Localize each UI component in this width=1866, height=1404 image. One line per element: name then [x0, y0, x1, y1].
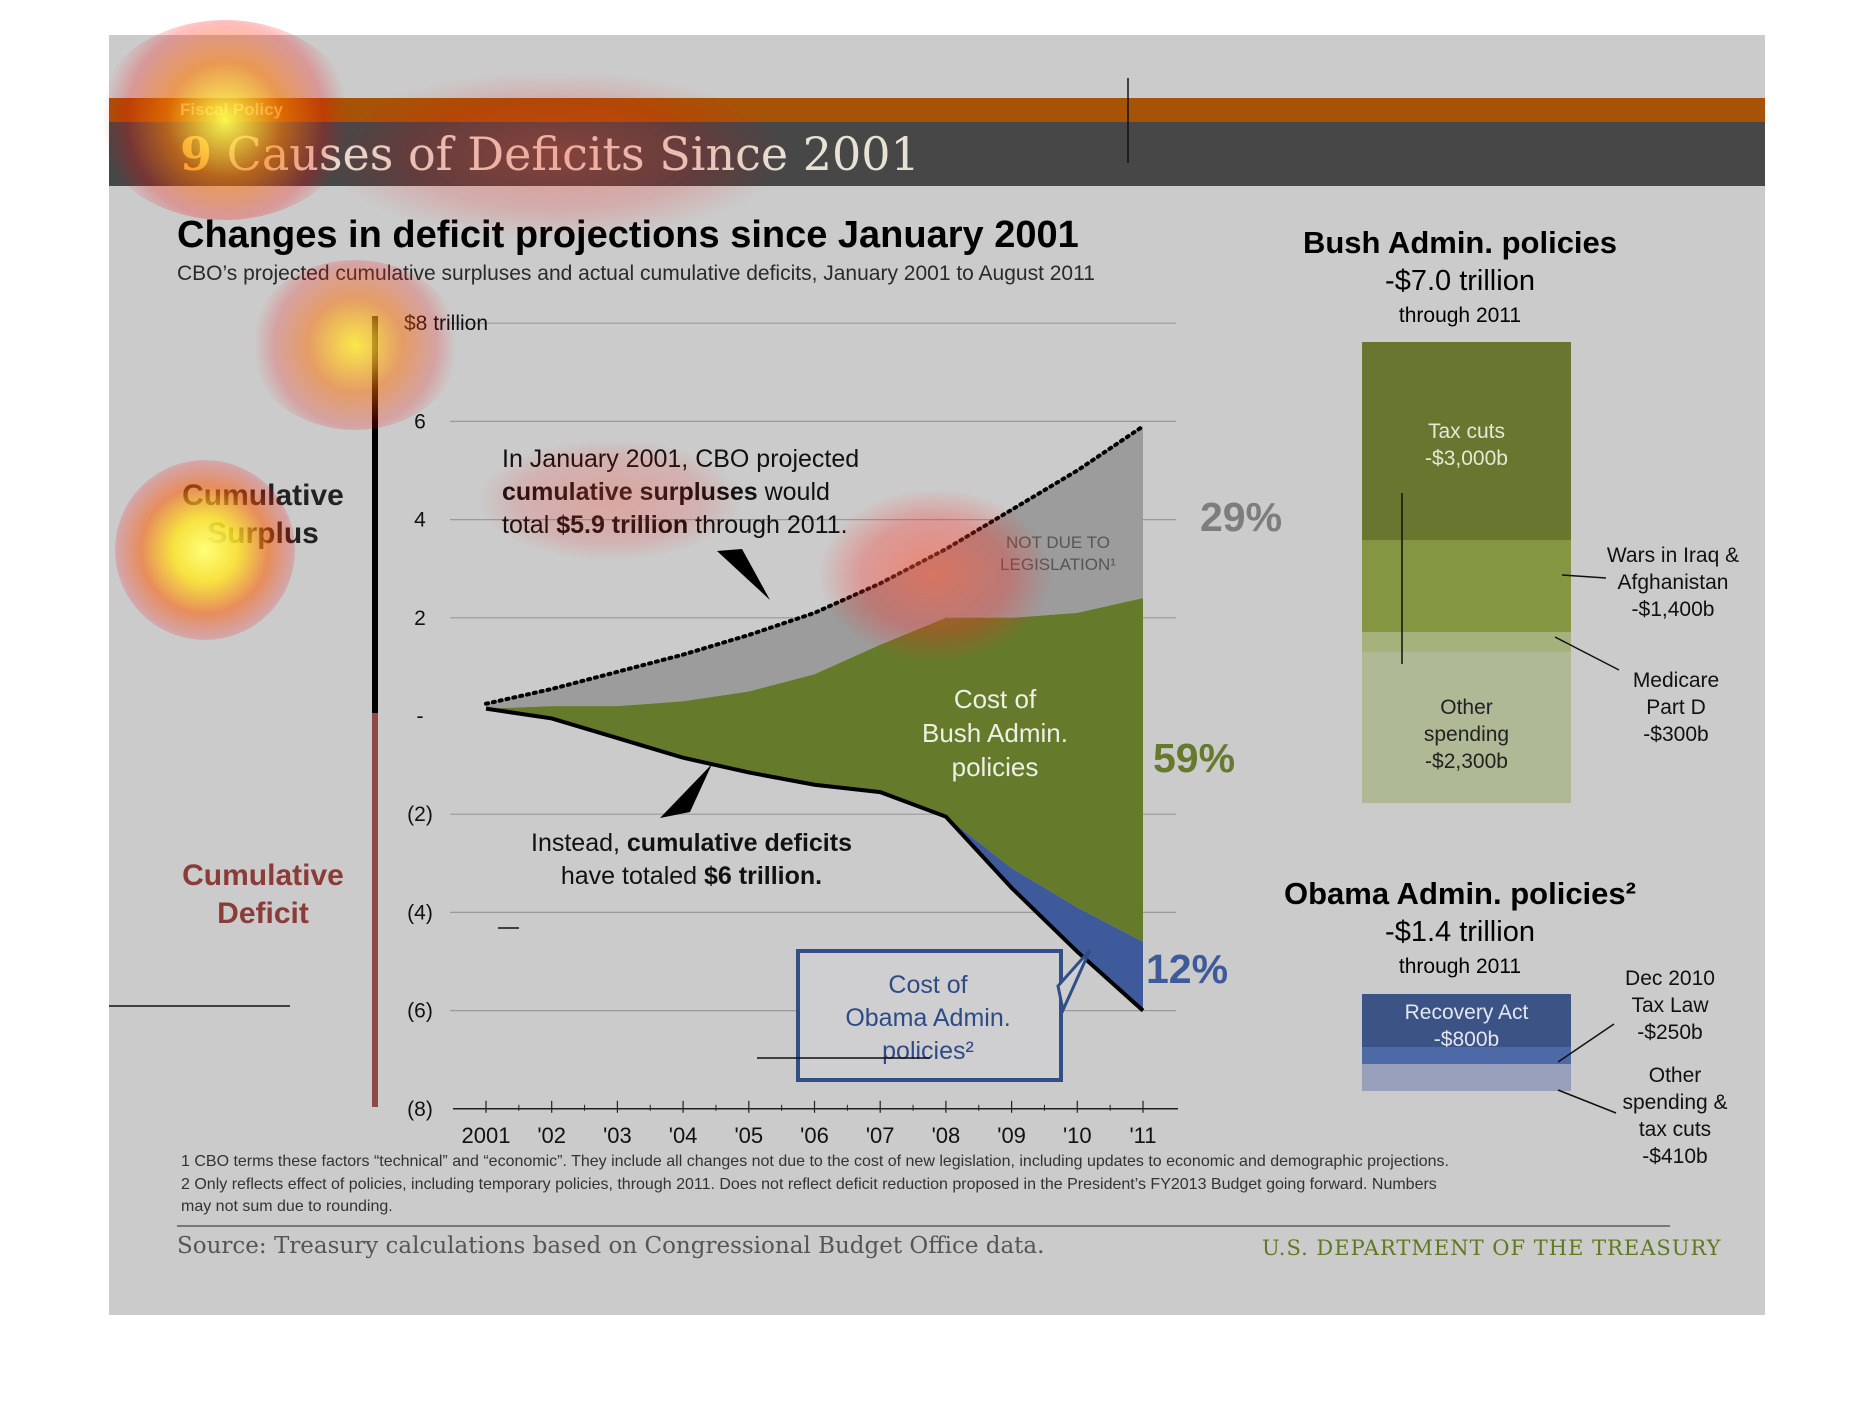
stack-segment-label: Other spending & tax cuts -$410b [1622, 1064, 1728, 1168]
footnote-2-continued: may not sum due to rounding. [181, 1198, 393, 1215]
x-tick-label: '08 [932, 1123, 961, 1148]
x-tick-label: '10 [1063, 1123, 1092, 1148]
bush-area-label: Cost of [954, 684, 1037, 714]
stack-segment [1362, 1047, 1571, 1064]
stack-segment-label: Wars in Iraq & Afghanistan -$1,400b [1606, 544, 1740, 621]
y-tick-label: 6 [414, 410, 426, 433]
callout-line: total $5.9 trillion through 2011. [502, 511, 848, 539]
actual-deficit-line [485, 706, 1145, 1013]
footer-rule [177, 1225, 1670, 1227]
not-due-label: LEGISLATION¹ [1000, 555, 1116, 574]
x-tick-label: '11 [1129, 1123, 1156, 1148]
bush-panel-period: through 2011 [1398, 304, 1522, 327]
footnote-1: 1 CBO terms these factors “technical” an… [181, 1153, 1449, 1170]
obama-panel-total: -$1.4 trillion [1385, 916, 1535, 948]
x-tick-label: '02 [537, 1123, 566, 1148]
y-tick-label: - [417, 705, 424, 728]
share-label-obama: 12% [1146, 946, 1228, 992]
bush-area-label: Bush Admin. [922, 718, 1068, 748]
stack-segment [1362, 1063, 1571, 1092]
bush-area-label: policies [952, 752, 1039, 782]
x-tick-label: '05 [734, 1123, 763, 1148]
x-tick-label: '03 [603, 1123, 632, 1148]
obama-box-pointer [1056, 949, 1092, 1015]
stack-segment [1362, 342, 1571, 540]
treasury-wordmark: U.S. DEPARTMENT OF THE TREASURY [1262, 1236, 1722, 1260]
y-tick-label: (4) [407, 901, 433, 924]
callout-line: have totaled $6 trillion. [560, 862, 823, 890]
share-label-not-due: 29% [1200, 494, 1282, 540]
y-tick-label: $8 trillion [404, 312, 488, 335]
y-tick-label: (8) [407, 1098, 433, 1121]
stack-segment-label: Other spending -$2,300b [1423, 695, 1510, 773]
callout-line: In January 2001, CBO projected [502, 445, 860, 473]
deficit-callout: Instead, cumulative deficits have totaled… [509, 827, 874, 893]
x-tick-label: '09 [997, 1123, 1026, 1148]
stack-segment-label: Recovery Act -$800b [1404, 1001, 1529, 1051]
obama-panel-title: Obama Admin. policies² [1284, 876, 1636, 911]
y-tick-label: 2 [414, 607, 426, 630]
surplus-callout: In January 2001, CBO projected cumulative… [502, 443, 859, 542]
x-tick-label: 2001 [462, 1123, 511, 1148]
stack-segment-label: Dec 2010 Tax Law -$250b [1625, 967, 1715, 1044]
not-due-label: NOT DUE TO [1006, 533, 1110, 552]
obama-box-label: Cost of [888, 971, 967, 999]
y-tick-label: (6) [407, 1000, 433, 1023]
surplus-axis-bar [372, 316, 378, 713]
stack-segment-label: Medicare Part D -$300b [1632, 669, 1720, 746]
surplus-callout-pointer [717, 549, 770, 600]
header-accent-band [109, 98, 1765, 122]
x-tick-label: '06 [800, 1123, 829, 1148]
y-tick-label: 4 [414, 509, 426, 532]
stack-segment [1362, 651, 1571, 804]
deficit-callout-pointer [660, 764, 712, 818]
obama-panel-period: through 2011 [1398, 955, 1522, 978]
stack-segment [1362, 994, 1571, 1048]
bush-panel-title: Bush Admin. policies [1302, 225, 1618, 260]
cumulative-deficit-label: Cumulative Deficit [182, 859, 344, 930]
bush-panel-total: -$7.0 trillion [1385, 265, 1535, 297]
stack-segment [1362, 539, 1571, 632]
deficit-axis-bar [372, 713, 378, 1107]
x-tick-label: '04 [669, 1123, 698, 1148]
obama-box-label: Obama Admin. [845, 1004, 1010, 1032]
header-title-band [109, 122, 1765, 186]
chart-title: Changes in deficit projections since Jan… [177, 214, 1079, 256]
x-tick-label: '07 [866, 1123, 895, 1148]
share-label-bush: 59% [1153, 735, 1235, 781]
footnote-2: 2 Only reflects effect of policies, incl… [181, 1176, 1437, 1193]
stack-segment-label: Tax cuts -$3,000b [1425, 420, 1508, 470]
callout-line: cumulative surpluses would [502, 478, 830, 506]
callout-line: Instead, cumulative deficits [531, 829, 852, 857]
source-note: Source: Treasury calculations based on C… [177, 1233, 1045, 1259]
obama-box-label: policies² [882, 1037, 974, 1065]
bush-policies-area [486, 598, 1143, 942]
y-tick-label: (2) [407, 803, 433, 826]
stack-segment [1362, 631, 1571, 652]
